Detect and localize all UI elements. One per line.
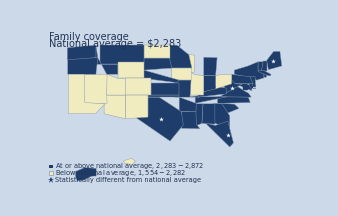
Polygon shape	[221, 103, 239, 116]
Polygon shape	[198, 86, 226, 97]
Polygon shape	[202, 104, 215, 124]
Text: At or above national average, $2,283 - $2,872: At or above national average, $2,283 - $…	[55, 161, 204, 172]
Text: Family coverage: Family coverage	[49, 32, 129, 42]
Polygon shape	[144, 58, 172, 70]
Polygon shape	[204, 76, 216, 92]
Text: Below national average, $1,554 - $2,282: Below national average, $1,554 - $2,282	[55, 168, 186, 178]
Polygon shape	[67, 45, 96, 60]
Polygon shape	[104, 95, 125, 119]
Polygon shape	[148, 95, 179, 97]
Polygon shape	[186, 54, 195, 72]
Polygon shape	[144, 70, 179, 83]
Polygon shape	[220, 85, 251, 97]
Polygon shape	[172, 68, 192, 80]
Text: DC: DC	[247, 85, 256, 90]
Polygon shape	[258, 62, 263, 71]
Polygon shape	[85, 74, 107, 103]
Polygon shape	[234, 62, 264, 80]
Polygon shape	[217, 97, 250, 103]
Polygon shape	[125, 95, 148, 119]
FancyBboxPatch shape	[49, 165, 53, 168]
Polygon shape	[125, 78, 151, 95]
Polygon shape	[191, 72, 204, 95]
Polygon shape	[195, 97, 227, 103]
Polygon shape	[235, 84, 252, 91]
Polygon shape	[68, 74, 105, 114]
Polygon shape	[170, 45, 192, 68]
Polygon shape	[223, 76, 242, 94]
Polygon shape	[216, 75, 232, 89]
Polygon shape	[175, 80, 200, 97]
Polygon shape	[151, 83, 179, 95]
Polygon shape	[264, 74, 267, 77]
Polygon shape	[68, 57, 98, 74]
Polygon shape	[118, 62, 144, 78]
Polygon shape	[124, 158, 136, 165]
Polygon shape	[179, 97, 196, 112]
Polygon shape	[250, 77, 256, 87]
Polygon shape	[75, 168, 96, 181]
Polygon shape	[144, 45, 170, 58]
Polygon shape	[257, 74, 264, 78]
Polygon shape	[182, 112, 200, 129]
Polygon shape	[249, 83, 252, 89]
Polygon shape	[204, 57, 217, 76]
Polygon shape	[261, 60, 267, 71]
Polygon shape	[213, 103, 230, 128]
Polygon shape	[190, 104, 203, 128]
Polygon shape	[267, 51, 282, 70]
Polygon shape	[95, 45, 118, 74]
Text: Statistically different from national average: Statistically different from national av…	[55, 177, 201, 183]
Polygon shape	[107, 74, 125, 95]
Polygon shape	[258, 71, 271, 76]
Polygon shape	[205, 121, 234, 147]
Polygon shape	[100, 45, 144, 64]
Polygon shape	[232, 74, 253, 84]
FancyBboxPatch shape	[49, 171, 53, 175]
Text: National average = $2,283: National average = $2,283	[49, 39, 182, 49]
Polygon shape	[135, 97, 183, 141]
